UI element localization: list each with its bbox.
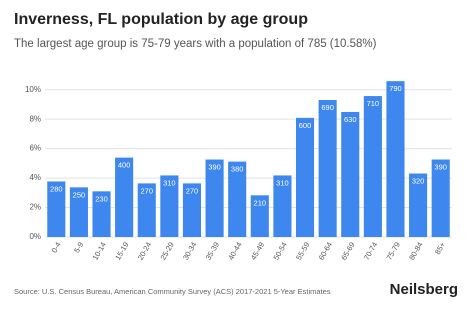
data-label: 310 xyxy=(163,178,176,187)
bar xyxy=(363,96,382,237)
source-note: Source: U.S. Census Bureau, American Com… xyxy=(14,287,331,296)
bar xyxy=(137,183,156,237)
chart-subtitle: The largest age group is 75-79 years wit… xyxy=(14,38,377,50)
data-label: 310 xyxy=(276,178,289,187)
chart-title: Inverness, FL population by age group xyxy=(14,11,308,28)
bar xyxy=(386,81,405,237)
x-tick-label: 30-34 xyxy=(181,240,198,261)
bar xyxy=(160,175,179,237)
data-label: 710 xyxy=(367,99,380,108)
x-tick-label: 35-39 xyxy=(204,240,221,261)
x-tick-label: 20-24 xyxy=(136,240,153,261)
data-label: 390 xyxy=(434,163,447,172)
y-tick-label: 6% xyxy=(29,144,41,153)
bar xyxy=(205,159,224,237)
x-tick-label: 45-49 xyxy=(249,240,266,261)
bar xyxy=(47,181,66,237)
data-label: 790 xyxy=(389,84,402,93)
x-tick-label: 0-4 xyxy=(50,240,63,254)
bar xyxy=(341,111,360,237)
x-tick-label: 75-79 xyxy=(385,240,402,261)
brand-logo: Neilsberg xyxy=(390,281,458,298)
data-label: 320 xyxy=(412,177,425,186)
bar xyxy=(92,191,111,237)
bar xyxy=(295,117,315,237)
bar xyxy=(228,161,247,237)
data-label: 390 xyxy=(208,163,221,172)
y-tick-label: 2% xyxy=(29,203,41,212)
data-label: 400 xyxy=(118,161,131,170)
bar xyxy=(250,195,269,237)
bar xyxy=(115,157,134,237)
x-tick-label: 85+ xyxy=(433,240,447,256)
data-label: 270 xyxy=(186,186,199,195)
y-tick-label: 4% xyxy=(29,173,41,182)
x-tick-label: 60-64 xyxy=(317,240,334,261)
y-tick-label: 10% xyxy=(25,85,41,94)
data-label: 630 xyxy=(344,115,357,124)
bar xyxy=(182,183,202,237)
x-tick-label: 50-54 xyxy=(271,240,288,261)
data-label: 380 xyxy=(231,165,244,174)
bar xyxy=(273,175,292,237)
x-tick-label: 55-59 xyxy=(294,240,311,261)
y-tick-label: 0% xyxy=(29,232,41,241)
x-tick-label: 40-44 xyxy=(226,240,243,261)
data-label: 270 xyxy=(140,186,153,195)
bar xyxy=(431,159,450,237)
data-label: 250 xyxy=(73,190,86,199)
bar xyxy=(318,100,337,237)
data-label: 280 xyxy=(50,184,63,193)
x-tick-label: 5-9 xyxy=(72,240,85,254)
x-tick-label: 15-19 xyxy=(113,240,130,261)
data-label: 230 xyxy=(95,194,108,203)
data-label: 210 xyxy=(254,198,267,207)
y-tick-label: 8% xyxy=(29,114,41,123)
x-tick-label: 65-69 xyxy=(339,240,356,261)
x-tick-label: 70-74 xyxy=(362,240,379,261)
bar xyxy=(409,173,428,237)
bar xyxy=(69,187,88,237)
data-label: 600 xyxy=(299,121,312,130)
x-tick-label: 25-29 xyxy=(158,240,175,261)
x-tick-label: 80-84 xyxy=(407,240,424,261)
data-label: 690 xyxy=(321,103,334,112)
x-tick-label: 10-14 xyxy=(91,240,108,261)
